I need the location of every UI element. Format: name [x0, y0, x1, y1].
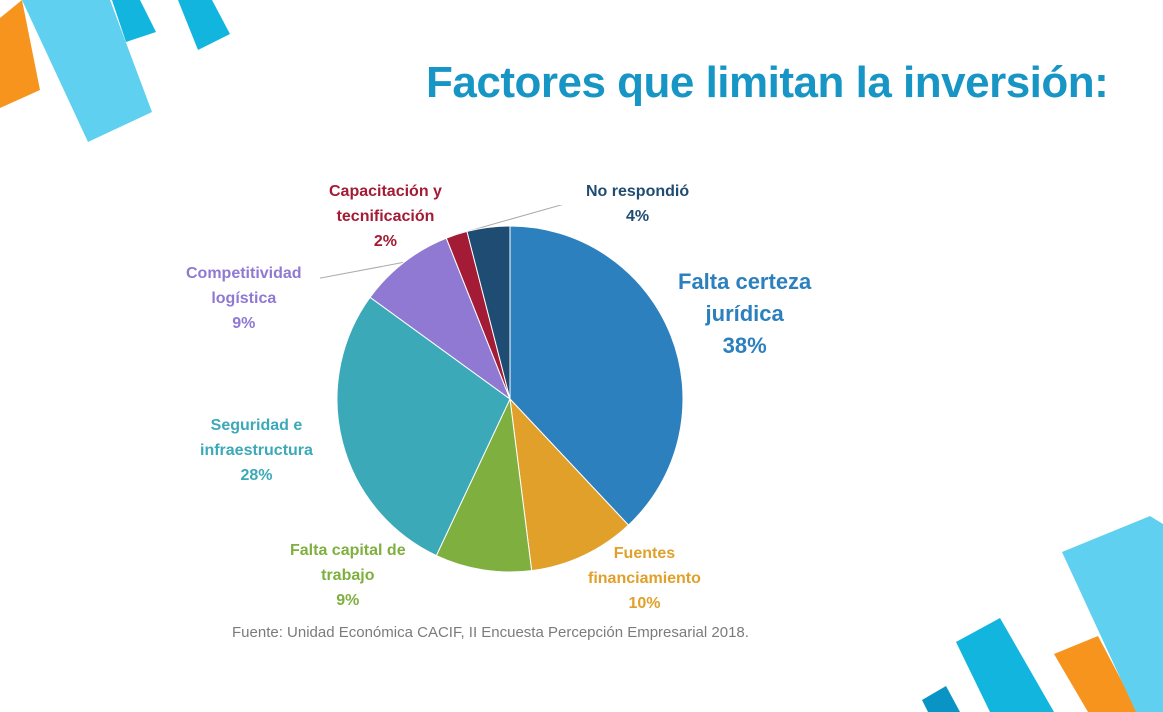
label-competitividad: Competitividad logística 9%	[186, 261, 302, 336]
label-capacitacion-pct: 2%	[373, 233, 398, 250]
bottom-right-small-blue-bar	[922, 686, 960, 712]
label-fuentes-line2: financiamiento	[588, 570, 701, 587]
label-seguridad-pct: 28%	[240, 467, 273, 484]
source-note: Fuente: Unidad Económica CACIF, II Encue…	[232, 624, 749, 641]
pie-slice-fuentes	[509, 397, 630, 572]
top-left-orange-bar	[0, 0, 40, 108]
label-seguridad: Seguridad e infraestructura 28%	[200, 413, 313, 488]
label-capital-line1: Falta capital de	[290, 542, 406, 559]
label-seguridad-line1: Seguridad e	[210, 417, 303, 434]
top-left-light-blue-bar	[22, 0, 152, 142]
label-norespondio-pct: 4%	[625, 208, 650, 225]
label-competitividad-line1: Competitividad	[186, 265, 302, 282]
label-certeza-line1: Falta certeza	[678, 269, 812, 294]
leader-line-capacitacion	[456, 205, 563, 235]
label-fuentes-line1: Fuentes	[613, 545, 676, 562]
label-certeza-line2: jurídica	[705, 301, 784, 326]
label-capacitacion-line2: tecnificación	[336, 208, 435, 225]
pie-slice-seguridad	[336, 296, 511, 557]
top-left-blue-bar	[112, 0, 156, 42]
label-certeza: Falta certeza jurídica 38%	[678, 266, 811, 362]
leader-line-competitividad	[320, 261, 405, 279]
label-capacitacion: Capacitación y tecnificación 2%	[329, 179, 442, 254]
page-title: Factores que limitan la inversión:	[426, 58, 1109, 107]
pie-slice-competitividad	[369, 237, 512, 401]
label-capacitacion-line1: Capacitación y	[329, 183, 442, 200]
bottom-right-orange-bar	[1054, 636, 1138, 712]
label-competitividad-pct: 9%	[232, 315, 256, 332]
label-capital-pct: 9%	[336, 592, 360, 609]
pie-slice-certeza	[509, 225, 684, 526]
label-certeza-pct: 38%	[722, 333, 767, 358]
label-capital: Falta capital de trabajo 9%	[290, 538, 406, 613]
pie-slice-norespondio	[466, 225, 511, 400]
top-left-small-blue-bar	[178, 0, 230, 50]
pie-slice-capital	[435, 397, 533, 573]
label-competitividad-line2: logística	[211, 290, 277, 307]
pie-chart	[320, 205, 684, 573]
label-seguridad-line2: infraestructura	[200, 442, 313, 459]
bottom-right-light-blue-bar	[1062, 516, 1163, 712]
label-norespondio: No respondió 4%	[586, 179, 689, 229]
label-fuentes-pct: 10%	[628, 595, 661, 612]
label-norespondio-line1: No respondió	[586, 183, 690, 200]
bottom-right-blue-bar	[956, 618, 1054, 712]
label-fuentes: Fuentes financiamiento 10%	[588, 541, 701, 616]
label-capital-line2: trabajo	[321, 567, 375, 584]
